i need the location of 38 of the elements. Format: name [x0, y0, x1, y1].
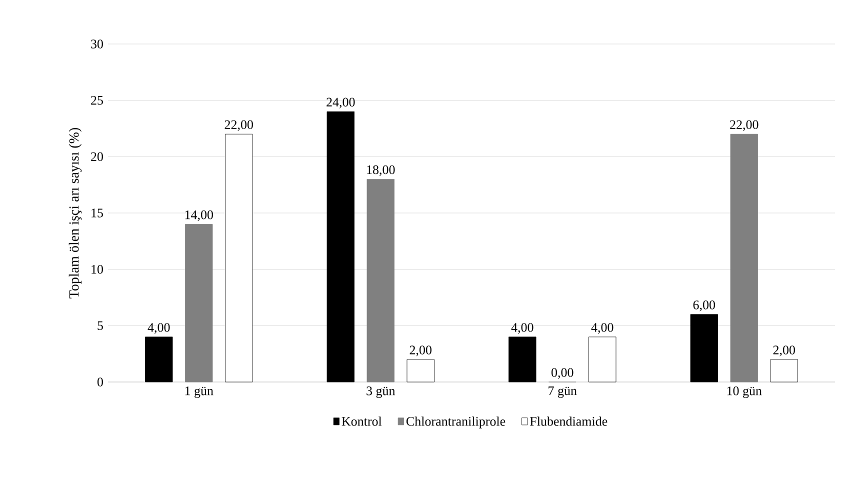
y-tick-label: 0	[97, 378, 103, 386]
y-axis-title: Toplam ölen işçi arı sayısı (%)	[68, 128, 82, 298]
y-tick-label: 30	[91, 40, 103, 48]
bar	[225, 134, 253, 382]
x-tick-label: 1 gün	[185, 386, 214, 398]
y-tick-label: 5	[98, 321, 103, 330]
bar	[366, 178, 394, 382]
data-label: 22,00	[224, 120, 253, 131]
bar	[588, 336, 616, 382]
y-tick-label: 25	[91, 96, 103, 105]
x-tick-label: 3 gün	[366, 386, 396, 398]
data-label: 2,00	[410, 346, 432, 356]
bar	[145, 336, 173, 382]
bar	[406, 359, 434, 382]
legend-label: Flubendiamide	[530, 416, 608, 426]
data-label: 4,00	[148, 323, 170, 334]
bar	[185, 224, 213, 382]
data-label: 4,00	[511, 323, 534, 334]
legend-label: Chlorantraniliprole	[406, 416, 506, 428]
data-label: 4,00	[591, 323, 614, 334]
data-label: 18,00	[367, 165, 395, 176]
y-tick-label: 20	[91, 152, 103, 162]
x-tick-label: 7 gün	[548, 386, 577, 398]
data-label: 22,00	[730, 120, 758, 131]
data-label: 6,00	[693, 300, 716, 312]
bar	[730, 134, 758, 382]
y-tick-label: 15	[92, 208, 103, 218]
data-label: 0,00	[552, 368, 574, 379]
bar	[770, 359, 798, 382]
legend-label: Kontrol	[342, 416, 382, 426]
data-label: 14,00	[185, 210, 213, 222]
bar	[508, 336, 536, 382]
y-tick-label: 10	[92, 264, 103, 274]
bar	[326, 111, 354, 382]
data-label: 24,00	[326, 98, 355, 108]
bar	[690, 314, 718, 382]
data-label: 2,00	[773, 346, 795, 356]
x-tick-label: 10 gün	[727, 386, 762, 398]
